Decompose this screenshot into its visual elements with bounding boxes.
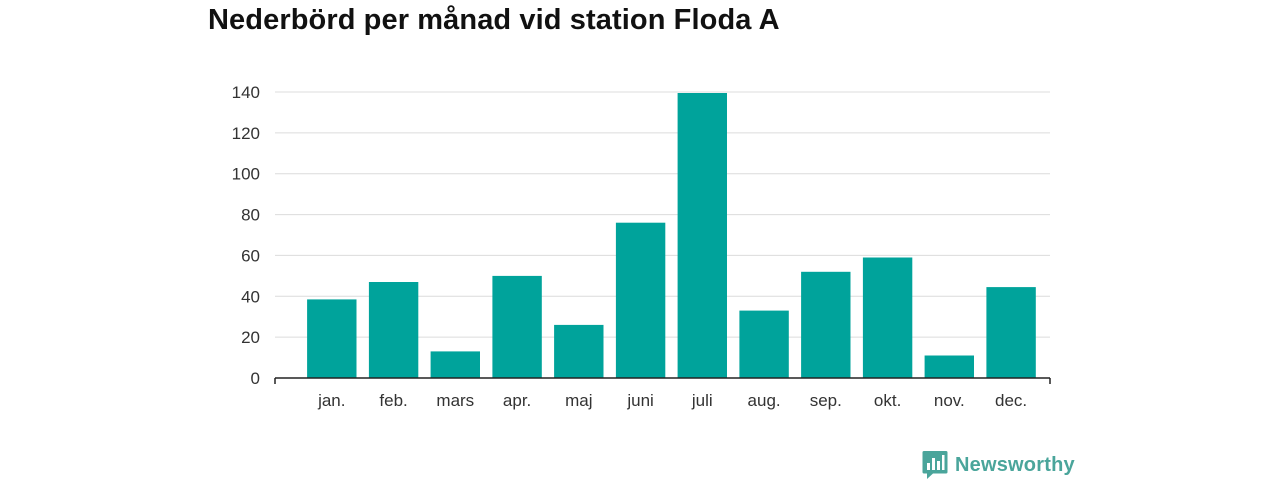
y-tick-label: 20 [241, 328, 260, 347]
bar [677, 93, 727, 378]
bar [615, 222, 666, 378]
x-tick-label: jan. [317, 391, 345, 410]
bar [430, 351, 480, 378]
x-tick-label: nov. [934, 391, 965, 410]
x-tick-label: mars [436, 391, 474, 410]
bars [307, 93, 1036, 378]
bar [986, 287, 1036, 378]
bar [554, 324, 604, 378]
x-tick-label: maj [565, 391, 592, 410]
newsworthy-logo-icon [922, 451, 948, 479]
y-tick-label: 80 [241, 206, 260, 225]
brand-logo: Newsworthy [922, 450, 1075, 480]
bar [307, 299, 357, 378]
x-tick-label: sep. [810, 391, 842, 410]
bar [862, 257, 913, 378]
x-tick-label: dec. [995, 391, 1027, 410]
y-tick-label: 0 [251, 369, 260, 388]
bar [924, 355, 974, 378]
y-axis-tick-labels: 0 20 40 60 80 100 120 140 [232, 83, 260, 388]
bar [368, 282, 419, 378]
y-tick-label: 60 [241, 246, 260, 265]
bar [801, 271, 851, 378]
x-tick-label: okt. [874, 391, 901, 410]
x-tick-label: feb. [379, 391, 407, 410]
y-tick-label: 40 [241, 287, 260, 306]
x-axis [274, 377, 1051, 384]
x-axis-tick-labels: jan. feb. mars apr. maj juni juli aug. sep. okt. n… [317, 391, 1027, 410]
bar [739, 310, 789, 378]
y-tick-label: 100 [232, 165, 260, 184]
bar [492, 275, 542, 378]
brand-name: Newsworthy [955, 453, 1075, 476]
x-tick-label: juni [626, 391, 653, 410]
x-tick-label: aug. [748, 391, 781, 410]
y-tick-label: 120 [232, 124, 260, 143]
chart-title: Nederbörd per månad vid station Floda A [208, 4, 780, 36]
x-tick-label: apr. [503, 391, 531, 410]
y-tick-label: 140 [232, 83, 260, 102]
x-tick-label: juli [691, 391, 713, 410]
